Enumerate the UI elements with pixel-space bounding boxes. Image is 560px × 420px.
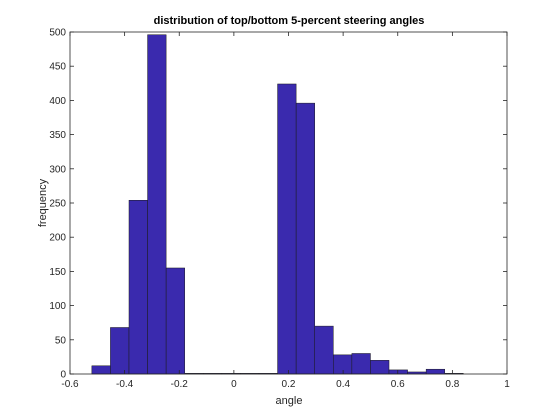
x-tick-label: 0 <box>231 379 237 390</box>
x-tick-label: 0.4 <box>336 379 350 390</box>
y-tick-label: 300 <box>49 164 66 175</box>
histogram-bar <box>91 365 111 375</box>
x-tick-label: 0.2 <box>282 379 296 390</box>
histogram-bar <box>314 325 334 375</box>
histogram-bar <box>370 360 390 375</box>
x-axis-label: angle <box>276 395 303 407</box>
histogram-bar <box>333 354 353 375</box>
histogram-bar <box>128 200 148 375</box>
histogram-bar <box>295 102 315 375</box>
histogram-bar <box>351 353 371 375</box>
y-tick-label: 350 <box>49 130 66 141</box>
y-tick-label: 50 <box>55 335 67 346</box>
x-tick-label: 0.6 <box>391 379 405 390</box>
y-axis-label: frequency <box>37 178 49 227</box>
y-tick-label: 0 <box>60 370 66 381</box>
y-tick-label: 200 <box>49 233 66 244</box>
bars-group <box>91 34 464 375</box>
x-tick-label: 0.8 <box>445 379 459 390</box>
x-tick-label: -0.2 <box>171 379 189 390</box>
chart-title: distribution of top/bottom 5-percent ste… <box>154 15 425 27</box>
y-tick-label: 150 <box>49 267 66 278</box>
x-tick-label: -0.6 <box>61 379 79 390</box>
x-tick-label: 1 <box>504 379 510 390</box>
histogram-bar <box>277 83 297 375</box>
histogram-bar <box>425 368 445 375</box>
x-ticks-group: -0.6 -0.4 -0.2 0 0.2 0.4 0.6 0.8 1 <box>61 32 510 390</box>
histogram-bar <box>147 34 167 375</box>
histogram-bar <box>388 369 408 375</box>
y-tick-label: 450 <box>49 62 66 73</box>
y-tick-label: 250 <box>49 199 66 210</box>
histogram-bar <box>165 267 185 375</box>
histogram-bar <box>110 327 130 375</box>
y-tick-label: 400 <box>49 96 66 107</box>
x-tick-label: -0.4 <box>116 379 134 390</box>
y-ticks-group: 0 50 100 150 200 250 300 350 400 450 500 <box>49 28 507 381</box>
y-tick-label: 100 <box>49 301 66 312</box>
y-tick-label: 500 <box>49 28 66 39</box>
